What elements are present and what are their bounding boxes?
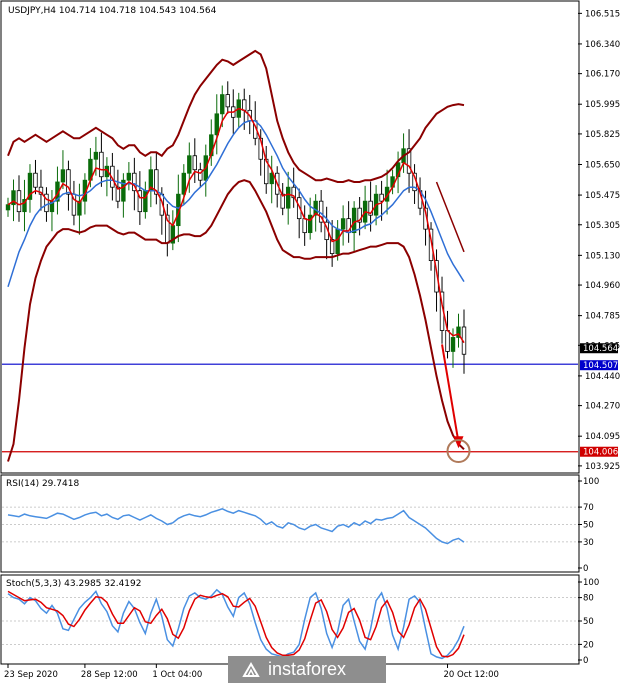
price-label-box xyxy=(580,360,618,371)
price-label: 104.006 xyxy=(583,448,618,458)
x-tick-label: 23 Sep 2020 xyxy=(4,670,58,680)
indicator-line xyxy=(7,507,465,545)
indicator-line xyxy=(7,590,465,658)
candle-body xyxy=(434,260,439,293)
candle-body xyxy=(291,186,296,199)
price-panel[interactable]: USDJPY,H4 104.714 104.718 104.543 104.56… xyxy=(0,0,620,474)
candle-body xyxy=(93,151,99,160)
target-circle xyxy=(446,439,471,464)
y-tick-label: 50 xyxy=(583,617,594,627)
candle-body xyxy=(187,155,192,174)
y-tick-label: 105.825 xyxy=(585,130,620,140)
candle-body xyxy=(22,199,27,213)
price-label-box xyxy=(580,446,618,457)
candle-body xyxy=(126,172,132,181)
moving-average-fast-line xyxy=(7,107,465,344)
y-tick-label: 103.925 xyxy=(585,462,620,472)
watermark-text: instaforex xyxy=(268,659,347,679)
y-tick-label: 104.785 xyxy=(585,312,620,322)
bollinger-upper-line xyxy=(7,49,465,183)
candle-body xyxy=(60,169,66,183)
rsi-panel[interactable]: RSI(14) 29.7418 100 70 50 30 0 xyxy=(0,474,599,574)
instaforex-logo-icon xyxy=(242,662,260,677)
y-tick-label: 105.995 xyxy=(585,100,620,110)
y-tick-label: 70 xyxy=(583,503,594,513)
candle-body xyxy=(66,169,71,195)
x-tick-label: 20 Oct 12:00 xyxy=(444,670,499,680)
price-label: 104.507 xyxy=(583,361,618,371)
price-label: 104.564 xyxy=(583,344,618,354)
y-tick-label: 105.305 xyxy=(585,221,620,231)
stochastic-panel[interactable]: Stoch(5,3,3) 43.2985 32.4192 100 80 50 20 0 xyxy=(0,574,599,666)
candle-body xyxy=(242,99,247,111)
y-tick-label: 20 xyxy=(583,640,594,650)
candle-body xyxy=(214,113,219,136)
candle-body xyxy=(132,172,137,192)
watermark: instaforex xyxy=(228,656,386,683)
y-tick-label: 105.130 xyxy=(585,251,620,261)
candle-body xyxy=(77,200,82,216)
candle-body xyxy=(379,193,384,202)
candle-body xyxy=(181,172,187,195)
candle-body xyxy=(198,169,203,181)
y-tick-label: 100 xyxy=(583,578,599,588)
candle-body xyxy=(357,207,362,223)
x-tick-label: 1 Oct 04:00 xyxy=(152,670,202,680)
candle-body xyxy=(16,190,22,213)
y-tick-label: 105.650 xyxy=(585,160,620,170)
y-tick-label: 104.270 xyxy=(585,402,620,412)
candle-body xyxy=(445,330,450,352)
y-tick-label: 50 xyxy=(583,521,594,531)
candle-body xyxy=(99,151,104,178)
y-tick-label: 0 xyxy=(583,564,588,574)
symbol-header: USDJPY,H4 104.714 104.718 104.543 104.56… xyxy=(8,6,217,16)
candle-body xyxy=(302,218,307,234)
candle-body xyxy=(192,155,197,171)
y-tick-label: 104.960 xyxy=(585,281,620,291)
y-tick-label: 100 xyxy=(583,477,599,487)
candle-body xyxy=(307,214,313,234)
y-tick-label: 80 xyxy=(583,594,594,604)
forecast-arrow-shaft xyxy=(441,344,460,443)
candle-body xyxy=(406,148,412,174)
candle-body xyxy=(456,326,461,338)
candle-body xyxy=(121,179,126,202)
stoch-title: Stoch(5,3,3) 43.2985 32.4192 xyxy=(6,579,141,589)
y-tick-label: 104.095 xyxy=(585,432,620,442)
candle-body xyxy=(340,218,346,230)
candle-body xyxy=(285,186,291,209)
candle-body xyxy=(27,172,33,200)
candle-body xyxy=(335,228,340,254)
y-tick-label: 106.340 xyxy=(585,40,620,50)
candle-body xyxy=(137,190,143,213)
x-tick-label: 28 Sep 12:00 xyxy=(81,670,138,680)
candle-body xyxy=(33,172,38,188)
candle-body xyxy=(11,190,16,206)
candle-body xyxy=(38,186,44,195)
candle-body xyxy=(220,94,225,115)
candle-body xyxy=(428,228,434,261)
candle-body xyxy=(450,337,456,352)
candle-body xyxy=(44,193,49,213)
y-tick-label: 104.440 xyxy=(585,372,620,382)
candle-body xyxy=(225,94,230,108)
bollinger-lower-line xyxy=(7,179,465,462)
y-tick-label: 106.515 xyxy=(585,9,620,19)
candle-body xyxy=(351,207,357,234)
projection-line xyxy=(435,181,465,253)
y-tick-label: 30 xyxy=(583,538,594,548)
y-tick-label: 106.170 xyxy=(585,70,620,80)
y-tick-label: 105.475 xyxy=(585,191,620,201)
y-tick-label: 0 xyxy=(583,656,588,666)
rsi-title: RSI(14) 29.7418 xyxy=(6,479,79,489)
candle-body xyxy=(154,169,159,195)
candle-body xyxy=(5,204,11,211)
candle-body xyxy=(115,186,121,202)
price-label-box xyxy=(580,343,618,354)
candle-body xyxy=(269,172,274,185)
candle-body xyxy=(368,200,373,216)
